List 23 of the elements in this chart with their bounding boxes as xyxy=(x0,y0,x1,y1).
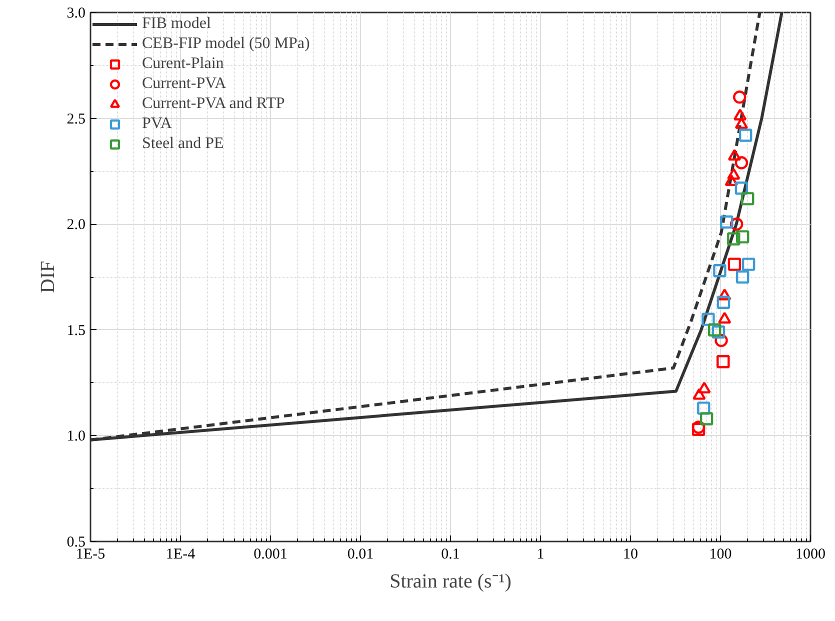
x-tick-label: 10 xyxy=(623,546,638,562)
legend-label: CEB-FIP model (50 MPa) xyxy=(142,35,310,53)
x-tick-label: 1 xyxy=(536,546,544,562)
y-axis-title: DIF xyxy=(36,260,59,294)
x-tick-label: 0.1 xyxy=(441,546,460,562)
legend-label: Current-PVA and RTP xyxy=(142,95,285,113)
legend-label: Steel and PE xyxy=(142,135,224,153)
x-axis-title: Strain rate (s⁻¹) xyxy=(390,570,512,592)
x-tick-label: 100 xyxy=(709,546,732,562)
x-tick-label: 1E-4 xyxy=(166,546,196,562)
y-tick-label: 2.5 xyxy=(66,111,86,128)
y-tick-label: 3.0 xyxy=(66,6,86,22)
legend-label: Curent-Plain xyxy=(142,55,224,73)
x-tick-label: 0.01 xyxy=(347,546,374,562)
y-tick-label: 1.5 xyxy=(66,322,86,339)
legend-label: FIB model xyxy=(142,15,211,33)
x-tick-label: 1000 xyxy=(796,546,826,562)
y-tick-label: 1.0 xyxy=(66,428,86,445)
legend-label: Current-PVA xyxy=(142,75,226,93)
legend-label: PVA xyxy=(142,115,172,133)
x-tick-label: 1E-5 xyxy=(76,546,106,562)
x-tick-label: 0.001 xyxy=(254,546,288,562)
y-tick-label: 2.0 xyxy=(66,217,86,234)
